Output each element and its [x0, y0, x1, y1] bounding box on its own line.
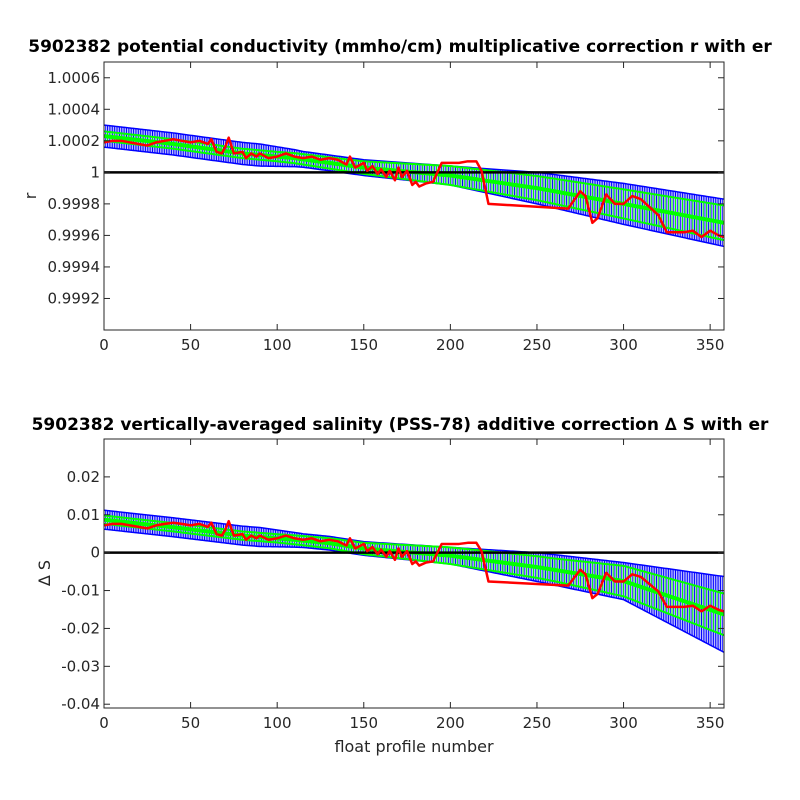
series-line — [104, 519, 724, 613]
x-tick-label: 350 — [696, 714, 725, 732]
x-tick-label: 250 — [523, 714, 552, 732]
plot-area — [104, 62, 724, 330]
chart-title: 5902382 potential conductivity (mmho/cm)… — [28, 37, 772, 57]
x-tick-label: 300 — [609, 714, 638, 732]
y-tick-label: 0.02 — [67, 468, 100, 486]
inner-envelope-lower — [104, 522, 724, 637]
plot-content — [104, 124, 724, 248]
y-tick-label: 0.01 — [67, 506, 100, 524]
y-tick-label: -0.02 — [61, 619, 100, 637]
y-tick-label: -0.03 — [61, 657, 100, 675]
x-tick-label: 100 — [263, 336, 292, 354]
plot-area — [104, 439, 724, 708]
y-tick-label: 1.0006 — [48, 69, 101, 87]
y-tick-label: 0.9994 — [48, 258, 101, 276]
x-tick-label: 0 — [99, 714, 109, 732]
x-tick-label: 300 — [609, 336, 638, 354]
x-tick-label: 250 — [523, 336, 552, 354]
x-tick-label: 100 — [263, 714, 292, 732]
y-tick-label: 0 — [90, 544, 100, 562]
axes-frame — [103, 61, 725, 331]
panel-conductivity: 5902382 potential conductivity (mmho/cm)… — [21, 37, 772, 354]
axes-frame — [103, 438, 725, 709]
inner-envelope-lower — [104, 139, 724, 242]
plot-content — [104, 509, 724, 653]
y-tick-label: -0.01 — [61, 582, 100, 600]
x-tick-label: 0 — [99, 336, 109, 354]
y-tick-label: 0.9992 — [48, 289, 101, 307]
y-tick-label: 0.9996 — [48, 226, 101, 244]
y-tick-label: 0.9998 — [48, 195, 101, 213]
y-axis-label: r — [21, 192, 40, 199]
y-tick-label: -0.04 — [61, 695, 100, 713]
x-tick-label: 150 — [349, 714, 378, 732]
x-tick-label: 150 — [349, 336, 378, 354]
y-axis-label: ∆ S — [35, 560, 54, 587]
x-tick-label: 50 — [181, 336, 200, 354]
x-axis-label: float profile number — [334, 737, 494, 756]
x-tick-label: 200 — [436, 336, 465, 354]
y-tick-label: 1.0004 — [48, 100, 101, 118]
y-tick-label: 1 — [90, 163, 100, 181]
panel-salinity: 5902382 vertically-averaged salinity (PS… — [32, 415, 769, 756]
chart-title: 5902382 vertically-averaged salinity (PS… — [32, 415, 769, 435]
x-tick-label: 350 — [696, 336, 725, 354]
series-line — [104, 136, 724, 239]
x-tick-label: 50 — [181, 714, 200, 732]
y-tick-label: 1.0002 — [48, 132, 101, 150]
x-tick-label: 200 — [436, 714, 465, 732]
